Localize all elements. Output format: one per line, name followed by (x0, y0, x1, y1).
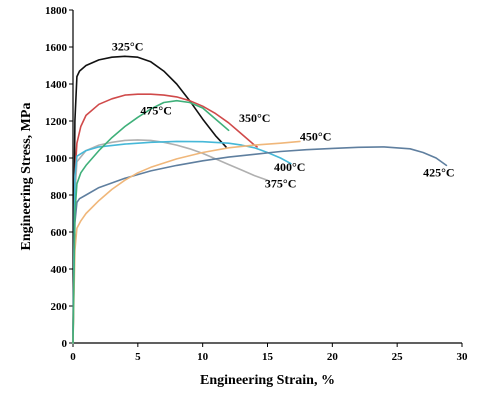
series-label: 400°C (274, 160, 305, 174)
series-group (72, 55, 448, 344)
x-tick-label: 30 (457, 351, 469, 363)
series-line-425c (72, 146, 448, 344)
series-label: 350°C (239, 111, 270, 125)
y-tick-label: 1200 (45, 116, 68, 128)
series-line-325c (72, 55, 227, 344)
x-tick-label: 5 (135, 351, 141, 363)
x-tick-label: 25 (392, 351, 404, 363)
y-axis-title: Engineering Stress, MPa (19, 103, 34, 251)
y-tick-label: 1600 (45, 42, 68, 54)
x-tick-label: 0 (70, 351, 76, 363)
series-line-475c (72, 99, 230, 344)
series-line-450c (72, 140, 301, 344)
y-tick-label: 1400 (45, 79, 68, 91)
series-label: 450°C (300, 129, 331, 143)
series-label: 475°C (140, 104, 171, 118)
series-label: 375°C (265, 177, 296, 191)
y-ticks: 0 200 400 600 800 1000 1200 1400 1600 1800 (45, 5, 73, 350)
y-tick-label: 0 (62, 338, 68, 350)
x-ticks: 0 5 10 15 20 25 30 (70, 343, 468, 363)
y-tick-label: 1800 (45, 5, 68, 17)
x-axis-title: Engineering Strain, % (200, 373, 335, 388)
series-label: 325°C (112, 40, 143, 54)
x-tick-label: 10 (197, 351, 209, 363)
series-line-350c (72, 93, 258, 344)
x-tick-label: 15 (262, 351, 274, 363)
y-tick-label: 200 (51, 301, 68, 313)
annotation-group: 325°C 350°C 375°C 400°C 425°C 450°C 475°C (112, 40, 455, 191)
series-line-375c (72, 139, 269, 344)
series-line-400c (72, 140, 292, 344)
y-tick-label: 600 (51, 227, 68, 239)
y-tick-label: 400 (51, 264, 68, 276)
x-tick-label: 20 (327, 351, 339, 363)
y-tick-label: 1000 (45, 153, 68, 165)
series-label: 425°C (423, 166, 454, 180)
y-tick-label: 800 (51, 190, 68, 202)
